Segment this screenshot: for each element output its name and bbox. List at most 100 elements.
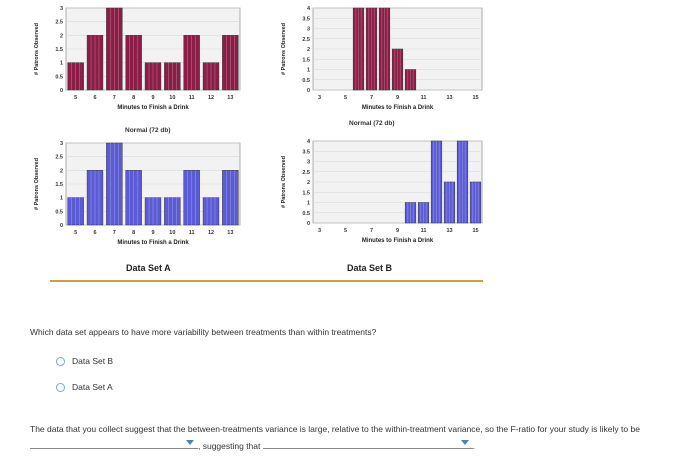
chevron-down-icon xyxy=(460,440,469,445)
normal-label-a: Normal (72 db) xyxy=(125,127,171,134)
bar xyxy=(378,7,391,91)
y-tick-label: 4 xyxy=(307,6,311,12)
y-axis-label: # Patrons Observed xyxy=(281,156,287,208)
x-tick-label: 13 xyxy=(446,228,452,234)
conclusion-dropdown[interactable] xyxy=(262,438,473,449)
y-tick-label: 2.5 xyxy=(55,20,63,26)
x-tick-label: 6 xyxy=(93,230,96,236)
y-tick-label: 3 xyxy=(60,6,63,12)
y-tick-label: 1 xyxy=(60,196,63,202)
bar xyxy=(222,35,239,91)
y-axis-label: # Patrons Observed xyxy=(34,158,40,210)
y-tick-label: 0 xyxy=(60,223,63,229)
chart-set-b-bottom-svg: 0 0.5 1 1.5 2 2.5 3 3.5 4 3 5 7 9 11 13 15 Minutes to Fi… xyxy=(281,139,483,244)
bar xyxy=(164,197,181,226)
chart-set-a-top: 0 0.5 1 1.5 2 2.5 3 5 6 7 8 9 10 11 12 13 Minutes to Fin… xyxy=(30,5,245,117)
y-tick-label: 0 xyxy=(307,88,310,94)
bar xyxy=(404,202,417,224)
y-tick-label: 4 xyxy=(307,139,311,145)
option-data-set-b[interactable]: Data Set B xyxy=(56,356,113,366)
y-tick-label: 2 xyxy=(60,33,63,39)
question-text: Which data set appears to have more vari… xyxy=(30,327,377,337)
sentence-part-1: The data that you collect suggest that t… xyxy=(30,424,640,434)
x-tick-label: 10 xyxy=(169,230,175,236)
x-tick-label: 5 xyxy=(74,230,77,236)
y-tick-label: 2 xyxy=(60,168,63,174)
y-tick-label: 0.5 xyxy=(302,211,310,217)
chart-set-a-bottom: 0 0.5 1 1.5 2 2.5 3 5 6 7 8 9 10 11 12 13 Minutes to Fin… xyxy=(30,140,245,252)
chart-set-b-top-svg: 0 0.5 1 1.5 2 2.5 3 3.5 4 3 5 7 9 11 13 15 Minutes to Fi… xyxy=(281,6,483,111)
x-tick-label: 3 xyxy=(318,228,321,234)
y-tick-label: 0 xyxy=(60,88,63,94)
x-axis-label: Minutes to Finish a Drink xyxy=(117,240,189,246)
y-tick-label: 1.5 xyxy=(302,57,310,63)
bar xyxy=(222,170,239,226)
bar xyxy=(352,7,365,91)
y-tick-label: 2.5 xyxy=(302,170,310,176)
x-tick-label: 7 xyxy=(113,95,116,101)
bar xyxy=(202,197,220,226)
bar xyxy=(456,140,469,224)
x-axis-label: Minutes to Finish a Drink xyxy=(362,238,434,244)
radio-data-set-a[interactable] xyxy=(56,382,65,392)
bar xyxy=(67,197,84,226)
chevron-down-icon xyxy=(186,440,194,445)
section-divider xyxy=(50,280,483,282)
bar xyxy=(144,197,162,226)
y-tick-label: 2 xyxy=(307,47,310,53)
x-tick-label: 7 xyxy=(370,228,373,234)
x-tick-label: 13 xyxy=(446,95,452,101)
bar xyxy=(164,62,181,91)
sentence-part-3: . xyxy=(472,441,476,451)
bar xyxy=(86,170,104,226)
y-tick-label: 1.5 xyxy=(55,182,63,188)
normal-label-b: Normal (72 db) xyxy=(349,120,395,127)
chart-set-b-bottom: 0 0.5 1 1.5 2 2.5 3 3.5 4 3 5 7 9 11 13 15 Minutes to Fi… xyxy=(277,138,487,250)
x-tick-label: 3 xyxy=(318,95,321,101)
bar xyxy=(125,170,142,226)
sentence-part-2: , suggesting that xyxy=(198,441,261,451)
y-tick-label: 1 xyxy=(60,61,63,67)
x-tick-label: 10 xyxy=(169,95,175,101)
bar xyxy=(469,181,482,224)
radio-data-set-b[interactable] xyxy=(56,356,65,366)
bar xyxy=(391,48,404,91)
y-tick-label: 3 xyxy=(60,141,63,147)
y-tick-label: 2.5 xyxy=(55,155,63,161)
bar xyxy=(106,7,123,91)
x-tick-label: 8 xyxy=(132,95,135,101)
bar xyxy=(183,35,200,91)
y-tick-label: 0.5 xyxy=(55,209,63,215)
bar xyxy=(430,140,443,224)
x-tick-label: 9 xyxy=(396,95,399,101)
x-tick-label: 15 xyxy=(472,95,478,101)
x-tick-label: 15 xyxy=(472,228,478,234)
x-tick-label: 11 xyxy=(421,228,427,234)
x-tick-label: 12 xyxy=(208,95,214,101)
option-data-set-a-label: Data Set A xyxy=(72,382,113,392)
option-data-set-b-label: Data Set B xyxy=(72,356,114,366)
x-tick-label: 9 xyxy=(151,230,154,236)
y-tick-label: 1 xyxy=(307,201,310,207)
y-tick-label: 1 xyxy=(307,68,310,74)
data-set-a-label: Data Set A xyxy=(126,263,171,273)
y-tick-label: 2.5 xyxy=(302,37,310,43)
bar xyxy=(144,62,162,91)
chart-set-b-top: 0 0.5 1 1.5 2 2.5 3 3.5 4 3 5 7 9 11 13 15 Minutes to Fi… xyxy=(277,5,487,117)
y-axis-label: # Patrons Observed xyxy=(34,23,40,75)
f-ratio-dropdown[interactable] xyxy=(30,438,198,449)
x-tick-label: 6 xyxy=(93,95,96,101)
x-tick-label: 12 xyxy=(208,230,214,236)
y-tick-label: 1.5 xyxy=(302,190,310,196)
bar xyxy=(443,181,456,224)
x-tick-label: 13 xyxy=(227,230,233,236)
y-tick-label: 2 xyxy=(307,180,310,186)
x-axis-label: Minutes to Finish a Drink xyxy=(362,105,434,111)
bar xyxy=(67,62,84,91)
y-tick-label: 0.5 xyxy=(55,74,63,80)
data-set-b-label: Data Set B xyxy=(347,263,393,273)
x-tick-label: 8 xyxy=(132,230,135,236)
y-tick-label: 3 xyxy=(307,160,310,166)
bar xyxy=(86,35,104,91)
option-data-set-a[interactable]: Data Set A xyxy=(56,382,113,392)
